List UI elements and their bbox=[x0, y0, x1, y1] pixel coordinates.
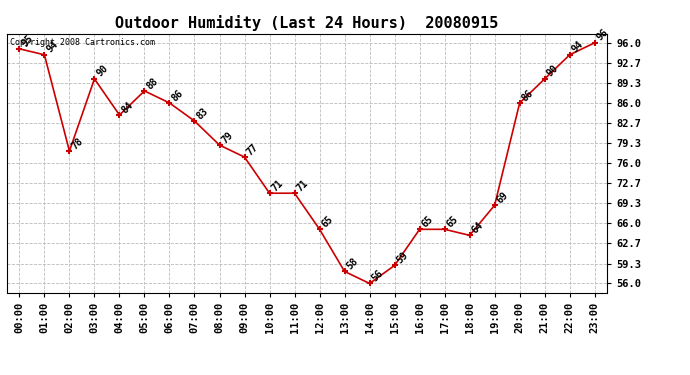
Text: 65: 65 bbox=[420, 214, 435, 230]
Text: 64: 64 bbox=[470, 220, 485, 236]
Text: 94: 94 bbox=[44, 39, 60, 55]
Text: 79: 79 bbox=[219, 130, 235, 145]
Text: 86: 86 bbox=[520, 88, 535, 103]
Text: 69: 69 bbox=[495, 190, 510, 205]
Text: 94: 94 bbox=[570, 39, 585, 55]
Text: 65: 65 bbox=[444, 214, 460, 230]
Text: 78: 78 bbox=[70, 136, 85, 151]
Text: 88: 88 bbox=[144, 75, 160, 91]
Text: 83: 83 bbox=[195, 106, 210, 121]
Text: 56: 56 bbox=[370, 268, 385, 284]
Text: 71: 71 bbox=[270, 178, 285, 193]
Text: 65: 65 bbox=[319, 214, 335, 230]
Text: 90: 90 bbox=[544, 63, 560, 79]
Text: 59: 59 bbox=[395, 250, 410, 266]
Title: Outdoor Humidity (Last 24 Hours)  20080915: Outdoor Humidity (Last 24 Hours) 2008091… bbox=[115, 15, 499, 31]
Text: 96: 96 bbox=[595, 27, 610, 43]
Text: 95: 95 bbox=[19, 33, 34, 49]
Text: 77: 77 bbox=[244, 142, 260, 157]
Text: 86: 86 bbox=[170, 88, 185, 103]
Text: 71: 71 bbox=[295, 178, 310, 193]
Text: 84: 84 bbox=[119, 100, 135, 115]
Text: Copyright 2008 Cartronics.com: Copyright 2008 Cartronics.com bbox=[10, 38, 155, 46]
Text: 58: 58 bbox=[344, 256, 360, 272]
Text: 90: 90 bbox=[95, 63, 110, 79]
